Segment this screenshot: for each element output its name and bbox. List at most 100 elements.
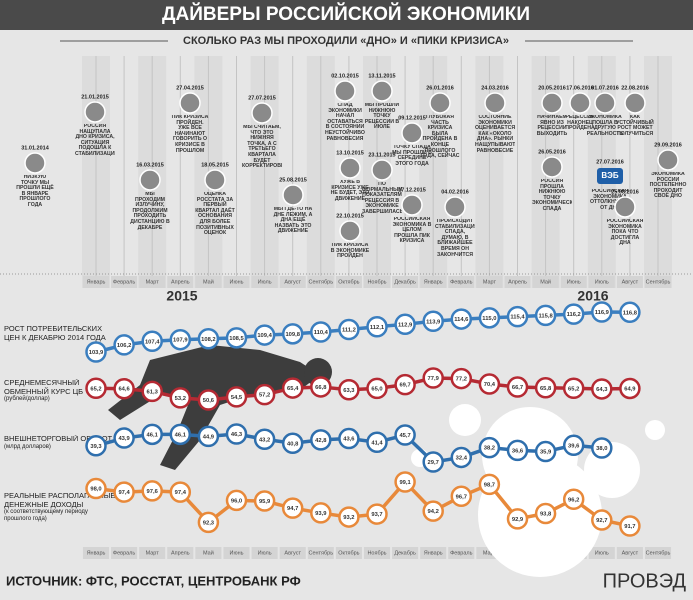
point — [366, 316, 388, 338]
quote-text: РОССИЯ НАЩУПАЛА ДНО КРИЗИСА, СИТУАЦИЯ ПО… — [75, 124, 115, 157]
portrait — [401, 194, 423, 216]
month-label: Апрель — [171, 279, 190, 285]
quote-box: РОССИЙСКАЯ ЭКОНОМИКА В ЦЕЛОМ ПРОШЛА ПИК … — [392, 217, 432, 245]
value-label: 95,9 — [259, 499, 271, 505]
point — [85, 477, 107, 500]
quote-date: 27.07.2016 — [596, 159, 624, 165]
month-label: Январь — [424, 550, 443, 556]
month-label: Март — [483, 550, 497, 556]
quote-box: ГЛУБОКАЯ ЧАСТЬ КРИЗИСА БЫЛА ПРОЙДЕНА В К… — [420, 115, 459, 159]
month-label: Март — [146, 550, 160, 556]
quote-box: МЫ ПРОШЛИ НИЖНЮЮ ТОЧКУ РЕЦЕССИИ В ИЮЛЕ — [364, 103, 400, 131]
quote-box: РЕЦЕССИЯ НАКОНЕЦ ПРОЙДЕНА — [565, 115, 595, 131]
value-label: 108,2 — [201, 337, 216, 343]
month-label: Февраль — [113, 550, 135, 556]
point — [506, 508, 529, 530]
value-label: 114,6 — [454, 317, 469, 323]
value-label: 38,0 — [596, 446, 607, 452]
month-cell — [82, 547, 110, 559]
value-label: 64,9 — [624, 387, 636, 393]
value-label: 29,7 — [428, 460, 439, 466]
point — [197, 389, 220, 411]
quote-box: РОССИЯ ПРОШЛА НИЖНЮЮ ТОЧКУ ЭКОНОМИЧЕСКОГ… — [532, 179, 572, 212]
month-cell — [223, 547, 250, 559]
quote-text: МЫ СЧИТАЕМ, ЧТО ЭТО НИЖНЯЯ ТОЧКА, А С ТР… — [242, 125, 282, 169]
quote-date: 27.07.2015 — [248, 95, 276, 101]
value-label: 111,2 — [342, 328, 356, 334]
point — [394, 373, 416, 396]
month-label: Май — [540, 278, 551, 285]
point — [562, 303, 585, 325]
value-label: 108,5 — [229, 336, 244, 342]
month-label: Ноябрь — [367, 550, 386, 556]
value-label: 97,4 — [118, 490, 130, 496]
quote-box: ОЦЕНКА РОССТАТА ЗА ПЕРВЫЙ КВАРТАЛ ДАЁТ О… — [195, 192, 235, 236]
quote-text: ЭКОНОМИКА РОССИИ ПОСТЕПЕННО ПРОХОДИТ СВО… — [649, 172, 687, 200]
quote-box: ПО ФОРМАЛЬНЫМ ПОКАЗАТЕЛЯМ РЕЦЕССИЯ В ЭКО… — [362, 182, 402, 215]
year-label: 2015 — [166, 288, 197, 304]
quote-logo: ВЭБ — [601, 171, 618, 180]
logo-box — [597, 168, 623, 184]
point — [310, 429, 332, 451]
series-label: ВНЕШНЕТОРГОВЫЙ ОБОРОТ (млрд долларов) — [4, 435, 116, 451]
value-label: 107,9 — [173, 338, 188, 344]
month-cell — [251, 547, 278, 559]
quote-date: 04.02.2016 — [441, 189, 469, 195]
point — [310, 502, 332, 524]
series-name: РОСТ ПОТРЕБИТЕЛЬСКИХ ЦЕН К ДЕКАБРЮ 2014 … — [4, 325, 106, 342]
quote-box: ПИК КРИЗИСА В ЭКОНОМИКЕ ПРОЙДЕН — [330, 243, 370, 260]
month-cell — [588, 547, 615, 559]
month-label: Август — [284, 279, 301, 285]
month-cell — [392, 547, 419, 559]
point — [225, 327, 248, 349]
value-label: 103,9 — [89, 350, 104, 356]
month-label: Декабрь — [394, 279, 416, 285]
quote-text: ПИК КРИЗИСА В ЭКОНОМИКЕ ПРОЙДЕН — [330, 243, 370, 260]
value-label: 109,4 — [257, 333, 272, 339]
portrait — [371, 159, 393, 181]
quote-date: 13.10.2015 — [336, 150, 364, 156]
portrait — [624, 92, 646, 114]
value-label: 63,3 — [343, 388, 355, 394]
quote-text: МЫ ПРОШЛИ НИЖНЮЮ ТОЧКУ РЕЦЕССИИ В ИЮЛЕ — [364, 103, 400, 131]
point — [506, 439, 529, 462]
value-label: 44,9 — [203, 434, 215, 440]
quote-date: 26.01.2016 — [426, 85, 454, 91]
portrait — [429, 92, 451, 114]
month-cell — [616, 547, 643, 559]
quote-text: ПИК КРИЗИСА ПРОЙДЕН. УЖЕ ВСЕ НАЧИНАЮТ ГО… — [171, 115, 209, 154]
quote-date: 09.12.2015 — [398, 115, 426, 121]
month-cell — [448, 547, 475, 559]
month-cell — [588, 276, 615, 288]
point — [450, 485, 473, 508]
point — [281, 377, 304, 399]
quote-date: 17.12.2015 — [398, 187, 426, 193]
quote-text: СОСТОЯНИЕ ЭКОНОМИКИ ОЦЕНИВАЕТСЯ КАК «ОКО… — [475, 115, 515, 154]
subtitle: СКОЛЬКО РАЗ МЫ ПРОХОДИЛИ «ДНО» И «ПИКИ К… — [183, 35, 509, 47]
quote-text: РОССИЙСКАЯ ЭКОНОМИКА В ЦЕЛОМ ПРОШЛА ПИК … — [392, 217, 432, 245]
title: ДАЙВЕРЫ РОССИЙСКОЙ ЭКОНОМИКИ — [162, 3, 530, 25]
value-label: 92,9 — [512, 517, 524, 523]
point — [310, 321, 332, 343]
value-label: 69,7 — [399, 383, 410, 389]
series-unit: (к соответствующему периоду прошлого год… — [4, 509, 88, 522]
value-label: 64,6 — [118, 387, 130, 393]
point — [197, 425, 220, 448]
month-cell — [532, 276, 559, 288]
quote-date: 22.10.2015 — [336, 213, 364, 219]
month-cell — [223, 276, 250, 288]
month-label: Февраль — [450, 279, 472, 285]
month-label: Январь — [87, 279, 106, 285]
value-label: 65,4 — [287, 386, 299, 392]
month-label: Июнь — [230, 279, 244, 285]
quote-text: РОССИЙСКАЯ ЭКОНОМИКА ОТТОЛКНУЛАСЬ ОТ ДНА — [590, 189, 630, 211]
value-label: 115,0 — [482, 316, 496, 322]
value-label: 99,1 — [399, 480, 411, 486]
value-label: 93,9 — [315, 511, 327, 517]
portrait — [541, 92, 563, 114]
month-cell — [167, 547, 194, 559]
value-label: 43,9 — [118, 436, 130, 442]
quote-date: 25.08.2016 — [611, 189, 639, 195]
series-name: ВНЕШНЕТОРГОВЫЙ ОБОРОТ — [4, 435, 113, 443]
portrait — [401, 122, 423, 144]
